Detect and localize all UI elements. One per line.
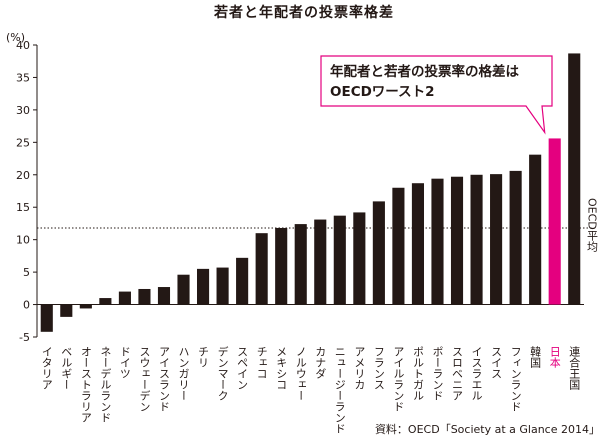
bar: [529, 154, 542, 305]
category-label: フランス: [372, 346, 385, 390]
y-tick-label: 0: [23, 299, 30, 312]
category-label: オーストラリア: [79, 346, 92, 423]
category-label: 連合王国: [568, 345, 581, 391]
category-label: デンマーク: [216, 345, 229, 401]
y-tick-label: 5: [23, 266, 30, 279]
callout-line-2: OECDワースト2: [330, 84, 435, 100]
category-label: ポルトガル: [411, 346, 424, 401]
bar: [275, 227, 288, 305]
bar: [40, 304, 53, 332]
bar: [490, 174, 503, 305]
bar: [177, 274, 190, 305]
bar: [294, 224, 307, 305]
category-label: ノルウェー: [294, 346, 307, 401]
bar: [431, 178, 444, 305]
category-label: 日本: [548, 346, 561, 369]
category-label: チリ: [197, 346, 210, 368]
category-label: アイスランド: [157, 346, 170, 412]
source-note: 資料：OECD「Society at a Glance 2014」: [374, 423, 600, 436]
bar: [509, 170, 522, 305]
y-tick-label: 25: [16, 136, 30, 149]
bar: [548, 138, 561, 305]
y-tick-label: 40: [16, 39, 30, 52]
category-label: ドイツ: [118, 346, 131, 379]
category-label: カナダ: [314, 346, 327, 379]
category-label: チェコ: [255, 346, 268, 379]
bar: [353, 212, 366, 305]
category-label: スロベニア: [451, 346, 464, 401]
bar: [314, 219, 327, 305]
category-label: アイルランド: [392, 346, 405, 412]
y-tick-label: 10: [16, 234, 30, 247]
bar: [333, 215, 346, 305]
bar: [118, 291, 131, 305]
bar: [450, 176, 464, 305]
callout-text: 年配者と若者の投票率の格差は OECDワースト2: [330, 62, 519, 102]
oecd-average-label: OECD平均: [586, 198, 599, 252]
y-axis-unit: (%): [6, 31, 25, 44]
bar: [568, 53, 581, 305]
y-tick-label: 30: [16, 104, 30, 117]
category-label: ニュージーランド: [333, 346, 346, 434]
chart-title: 若者と年配者の投票率格差: [214, 5, 394, 21]
bar: [216, 267, 229, 305]
category-label: ポーランド: [431, 346, 444, 401]
callout-box: [320, 55, 553, 135]
category-label: イタリア: [40, 346, 53, 390]
category-label: メキシコ: [275, 346, 288, 390]
callout-line-1: 年配者と若者の投票率の格差は: [330, 64, 519, 80]
bar: [392, 187, 405, 305]
category-label: フィンランド: [509, 346, 522, 412]
bar: [411, 183, 425, 305]
bar: [196, 268, 210, 305]
bar: [99, 298, 112, 305]
category-label: 韓国: [529, 346, 542, 369]
category-label: イスラエル: [470, 346, 483, 401]
category-label: スペイン: [236, 346, 249, 390]
category-label: ベルギー: [60, 346, 73, 390]
bar: [138, 288, 151, 305]
y-tick-label: -5: [19, 331, 30, 344]
category-label: ハンガリー: [177, 346, 190, 401]
category-label: スイス: [490, 346, 503, 379]
bar: [79, 304, 92, 309]
category-label: ネーデルランド: [99, 346, 112, 423]
bar: [470, 174, 483, 305]
bar: [372, 201, 385, 305]
bar: [255, 233, 268, 305]
category-label: アメリカ: [353, 346, 366, 390]
y-tick-label: 15: [16, 201, 30, 214]
y-tick-label: 20: [16, 169, 30, 182]
y-tick-label: 35: [16, 71, 30, 84]
bar: [157, 287, 171, 305]
bar: [236, 257, 249, 305]
category-label: スウェーデン: [138, 346, 151, 412]
bar: [60, 304, 73, 317]
